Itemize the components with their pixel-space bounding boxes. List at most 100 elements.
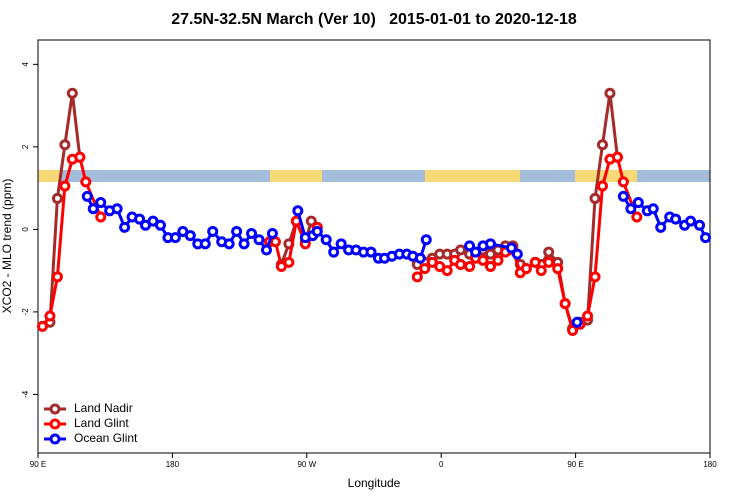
- data-point: [223, 238, 235, 250]
- legend-label: Land Glint: [74, 416, 129, 430]
- data-point: [611, 151, 623, 163]
- data-point: [207, 225, 219, 237]
- data-point: [617, 176, 629, 188]
- data-point: [567, 324, 579, 336]
- data-point: [231, 225, 243, 237]
- data-point: [625, 203, 637, 215]
- data-point: [111, 203, 123, 215]
- data-point: [520, 263, 532, 275]
- data-point: [169, 232, 181, 244]
- data-point: [81, 190, 93, 202]
- x-tick-label: 90 W: [297, 460, 316, 469]
- data-point: [154, 219, 166, 231]
- legend-marker: [49, 433, 61, 445]
- data-point: [464, 261, 476, 273]
- data-point: [477, 254, 489, 266]
- data-point: [59, 139, 71, 151]
- data-point: [617, 190, 629, 202]
- data-point: [647, 203, 659, 215]
- data-point: [655, 221, 667, 233]
- land-band: [38, 170, 60, 182]
- x-axis-label: Longitude: [348, 476, 401, 490]
- data-point: [246, 228, 258, 240]
- x-tick-label: 90 E: [567, 460, 583, 469]
- data-point: [184, 230, 196, 242]
- x-tick-label: 180: [166, 460, 180, 469]
- data-point: [80, 176, 92, 188]
- map-strip: [38, 170, 710, 182]
- data-point: [95, 197, 107, 209]
- data-point: [582, 310, 594, 322]
- data-point: [455, 258, 467, 270]
- y-tick-label: 0: [21, 227, 30, 232]
- data-point: [320, 234, 332, 246]
- data-point: [87, 203, 99, 215]
- land-band: [270, 170, 322, 182]
- y-axis-label: XCO2 - MLO trend (ppm): [0, 179, 14, 314]
- y-tick-label: 4: [21, 62, 30, 67]
- data-point: [411, 271, 423, 283]
- y-tick-label: -4: [21, 390, 30, 398]
- data-point: [419, 263, 431, 275]
- data-point: [95, 211, 107, 223]
- land-band: [425, 170, 520, 182]
- data-point: [505, 242, 517, 254]
- data-point: [470, 246, 482, 258]
- data-point: [464, 240, 476, 252]
- legend-marker: [49, 403, 61, 415]
- data-point: [571, 316, 583, 328]
- data-point: [283, 256, 295, 268]
- data-point: [484, 261, 496, 273]
- data-point: [253, 234, 265, 246]
- data-point: [492, 254, 504, 266]
- legend-label: Land Nadir: [74, 401, 133, 415]
- data-point: [51, 271, 63, 283]
- data-point: [441, 265, 453, 277]
- data-point: [604, 87, 616, 99]
- data-point: [44, 310, 56, 322]
- data-point: [632, 197, 644, 209]
- y-tick-label: -2: [21, 308, 30, 316]
- data-point: [119, 221, 131, 233]
- data-point: [511, 248, 523, 260]
- x-tick-label: 0: [439, 460, 444, 469]
- data-point: [266, 228, 278, 240]
- data-point: [596, 139, 608, 151]
- data-point: [365, 246, 377, 258]
- data-point: [414, 252, 426, 264]
- data-point: [66, 87, 78, 99]
- data-point: [328, 246, 340, 258]
- data-point: [134, 213, 146, 225]
- data-point: [292, 205, 304, 217]
- data-point: [552, 263, 564, 275]
- data-point: [596, 180, 608, 192]
- legend-label: Ocean Glint: [74, 431, 138, 445]
- data-point: [59, 180, 71, 192]
- legend-marker: [49, 418, 61, 430]
- data-point: [74, 151, 86, 163]
- data-point: [589, 192, 601, 204]
- data-point: [36, 320, 48, 332]
- data-point: [311, 225, 323, 237]
- data-point: [529, 256, 541, 268]
- plot-frame: [37, 39, 711, 454]
- data-point: [631, 211, 643, 223]
- data-point: [305, 215, 317, 227]
- data-point: [685, 215, 697, 227]
- data-point: [694, 219, 706, 231]
- chart-title: 27.5N-32.5N March (Ver 10) 2015-01-01 to…: [171, 11, 577, 28]
- data-point: [700, 232, 712, 244]
- data-point: [589, 271, 601, 283]
- data-point: [670, 213, 682, 225]
- data-point: [51, 192, 63, 204]
- data-point: [484, 238, 496, 250]
- y-tick-label: 2: [21, 144, 30, 149]
- data-point: [199, 238, 211, 250]
- data-point: [455, 244, 467, 256]
- data-point: [420, 234, 432, 246]
- data-point: [559, 298, 571, 310]
- ocean-band: [38, 170, 710, 182]
- data-point: [238, 238, 250, 250]
